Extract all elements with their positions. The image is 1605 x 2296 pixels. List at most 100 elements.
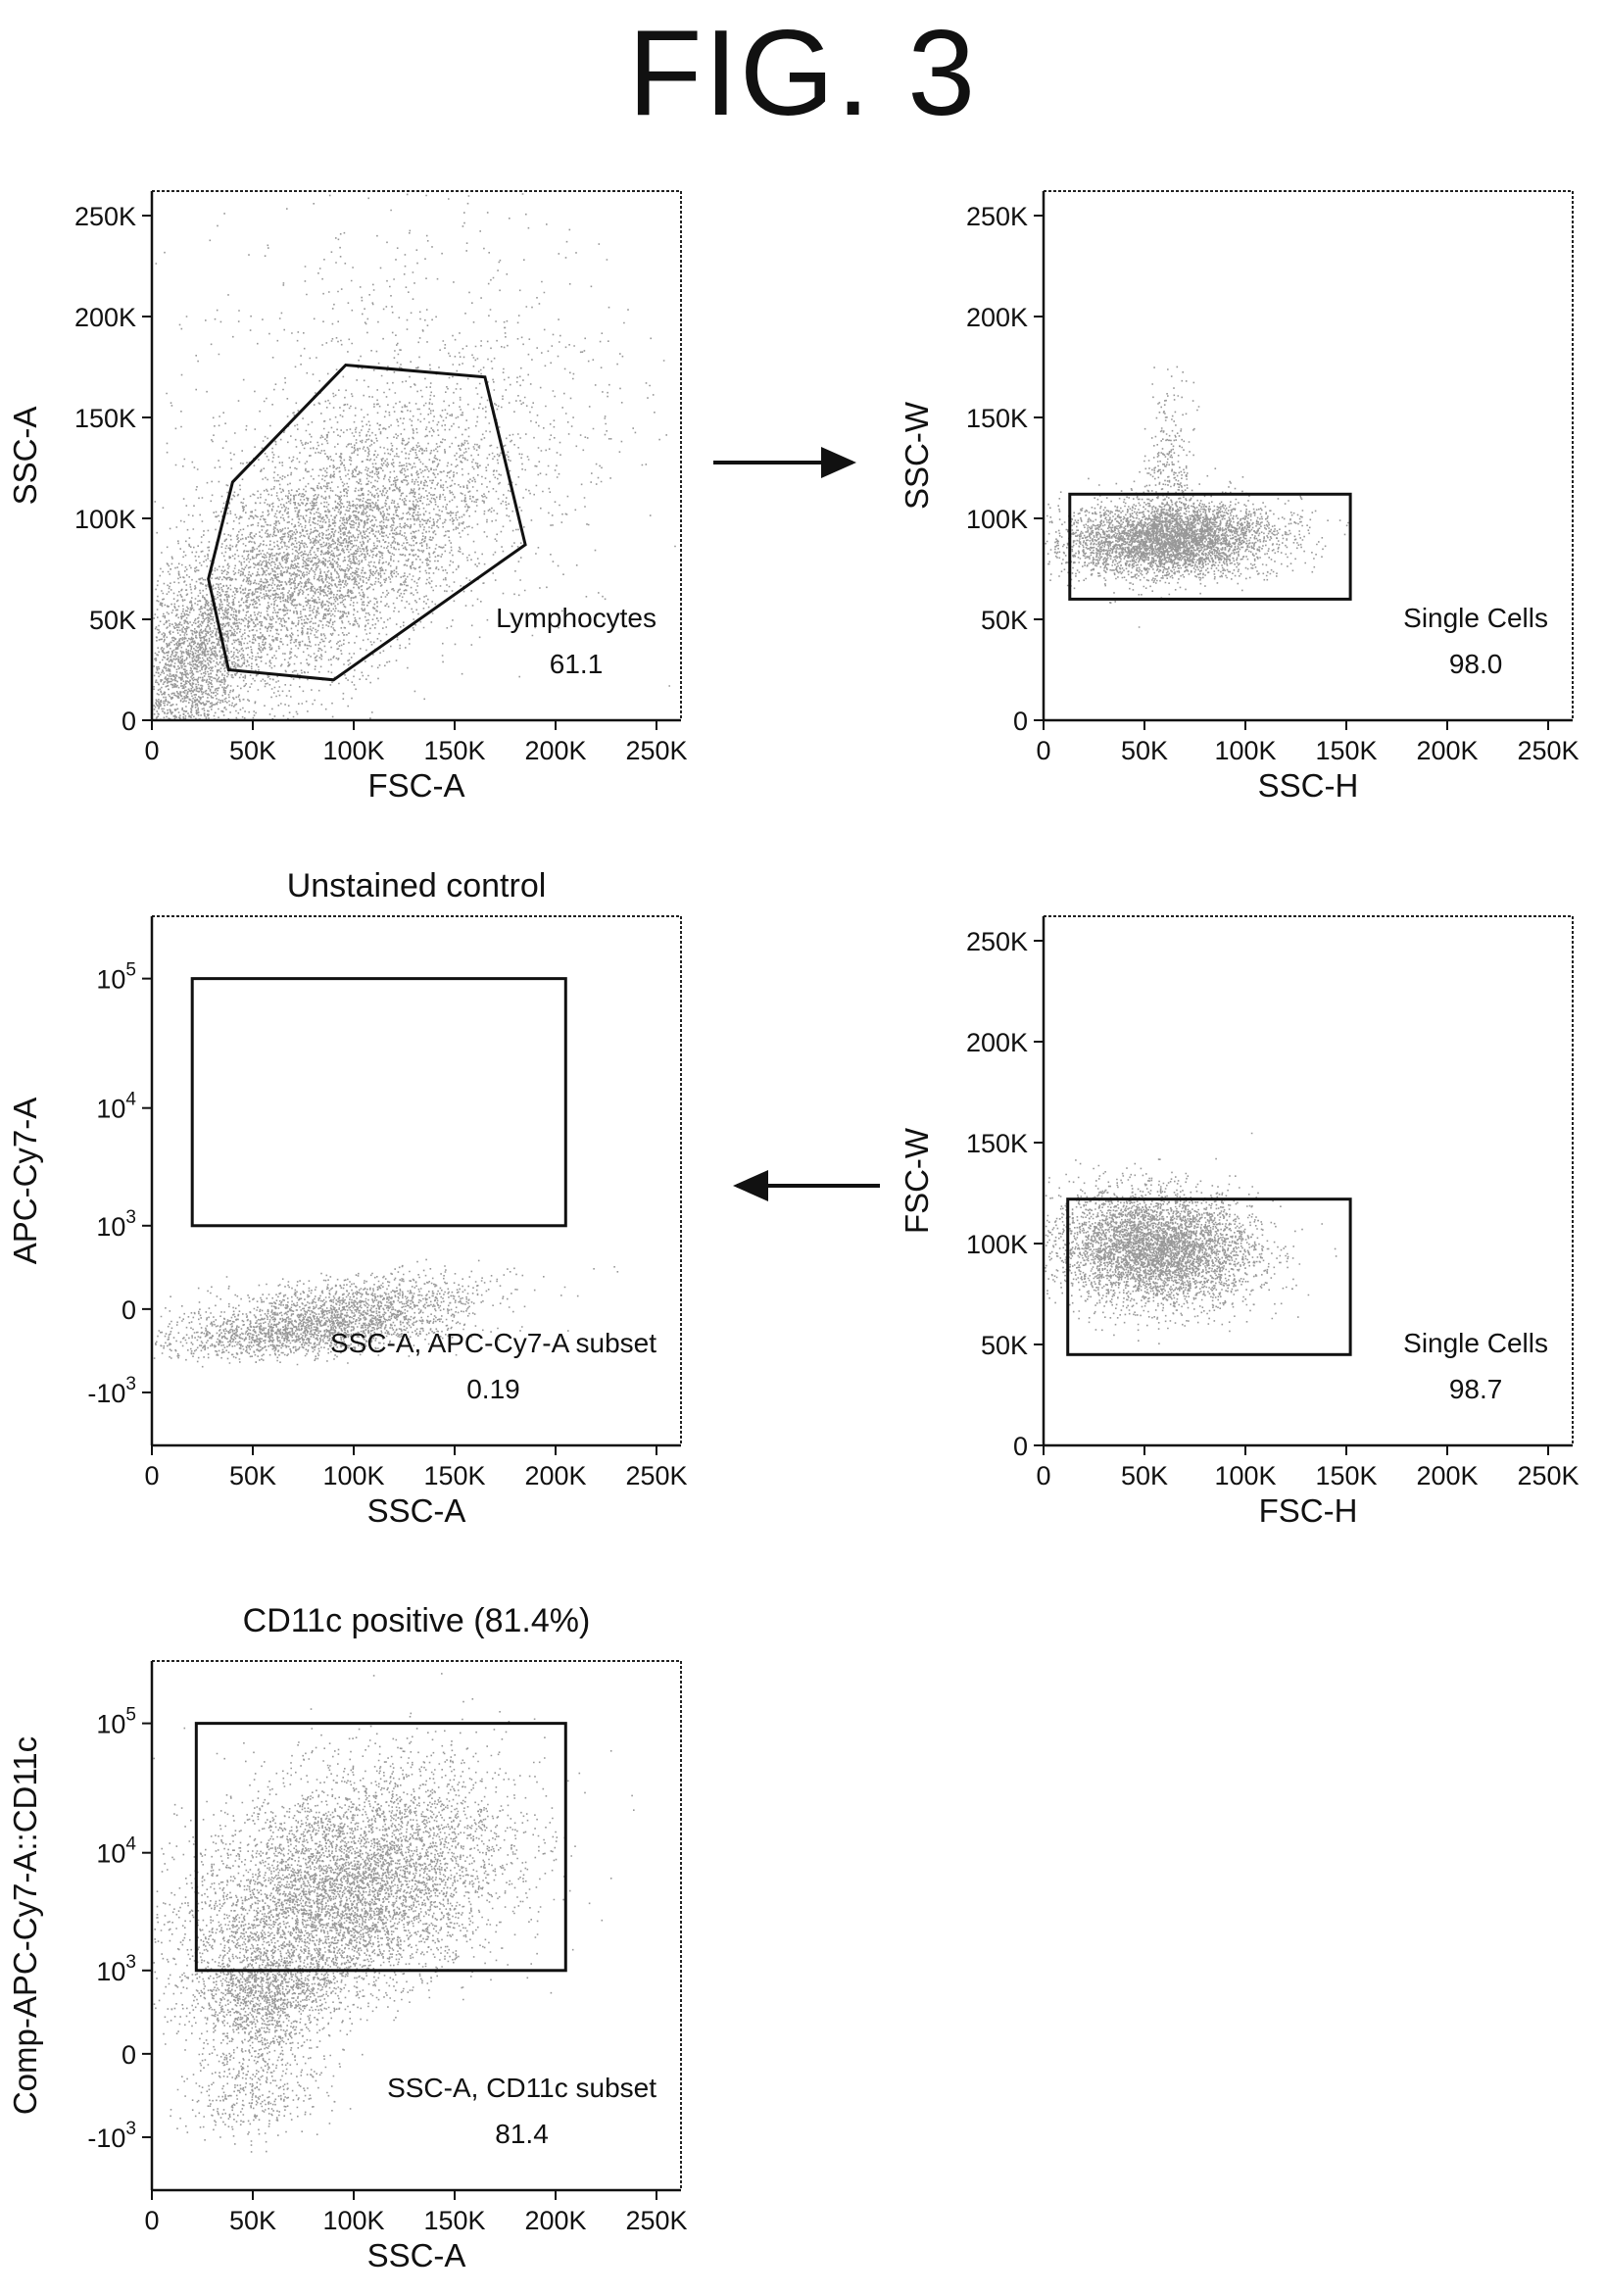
data-points bbox=[153, 193, 676, 721]
x-tick-label: 100K bbox=[322, 2206, 384, 2235]
plot-frame bbox=[151, 1660, 682, 2191]
x-tick-label: 50K bbox=[229, 2206, 276, 2235]
x-tick-label: 100K bbox=[1214, 736, 1276, 765]
x-tick-label: 200K bbox=[524, 736, 586, 765]
y-tick-label: 105 bbox=[96, 1705, 136, 1739]
scatter-plot-fsc-ssc: 0 50K 100K 150K 200K 250K 0 50K 100K 150K 200K 250K… bbox=[7, 190, 688, 804]
gate-name: SSC-A, CD11c subset bbox=[387, 2073, 657, 2103]
y-tick-label: 100K bbox=[966, 505, 1028, 534]
x-tick-label: 0 bbox=[1036, 1461, 1050, 1490]
x-tick-label: 0 bbox=[144, 736, 159, 765]
x-tick-label: 100K bbox=[1214, 1461, 1276, 1490]
x-tick-label: 150K bbox=[423, 1461, 485, 1490]
panel-single-cells-fsc: 0 50K 100K 150K 200K 250K 0 50K 100K 150K 200K 250K… bbox=[887, 897, 1592, 1553]
y-tick-label: 0 bbox=[122, 1295, 136, 1325]
gate-rectangle[interactable] bbox=[194, 1722, 567, 1973]
x-axis-label: SSC-A bbox=[367, 2237, 466, 2273]
gate-rectangle[interactable] bbox=[1068, 492, 1352, 601]
x-tick-label: 0 bbox=[144, 2206, 159, 2235]
y-tick-label: 250K bbox=[966, 927, 1028, 956]
scatter-plot-ssch-sscw: 0 50K 100K 150K 200K 250K 0 50K 100K 150K 200K 250K… bbox=[899, 190, 1580, 804]
gate-percentage: 98.7 bbox=[1449, 1374, 1503, 1404]
panel-lymphocytes: 0 50K 100K 150K 200K 250K 0 50K 100K 150K 200K 250K… bbox=[0, 171, 705, 828]
event-dots bbox=[153, 1673, 635, 2153]
plot-frame bbox=[151, 915, 682, 1446]
y-tick-label: 104 bbox=[96, 1090, 136, 1124]
y-axis-label: SSC-W bbox=[899, 401, 935, 510]
x-tick-label: 200K bbox=[524, 1461, 586, 1490]
event-dots bbox=[1045, 1132, 1338, 1344]
data-points bbox=[1045, 366, 1349, 628]
y-axis-label: Comp-APC-Cy7-A::CD11c bbox=[7, 1736, 43, 2115]
y-tick-label: 103 bbox=[96, 1952, 136, 1986]
y-tick-label: 105 bbox=[96, 960, 136, 995]
y-tick-label: 0 bbox=[122, 707, 136, 736]
x-tick-label: 150K bbox=[1315, 736, 1377, 765]
gate-name: Lymphocytes bbox=[496, 603, 657, 633]
panel-cd11c-positive: CD11c positive (81.4%) 0 50K 100K 150K 200K 25… bbox=[0, 1588, 705, 2293]
plot-title: CD11c positive (81.4%) bbox=[243, 1602, 591, 1639]
y-tick-label: 250K bbox=[74, 202, 136, 231]
gate-polygon[interactable] bbox=[207, 363, 527, 682]
x-tick-label: 50K bbox=[1121, 736, 1168, 765]
x-tick-label: 200K bbox=[524, 2206, 586, 2235]
data-points bbox=[1045, 1132, 1338, 1344]
x-tick-label: 250K bbox=[625, 2206, 687, 2235]
panel-unstained-control: Unstained control 0 50K 100K 150K 200K 250K -10… bbox=[0, 862, 705, 1548]
y-tick-label: 50K bbox=[89, 606, 136, 635]
y-tick-label: 100K bbox=[74, 505, 136, 534]
x-tick-label: 250K bbox=[625, 1461, 687, 1490]
gate-rectangle[interactable] bbox=[190, 977, 567, 1228]
data-points bbox=[153, 1258, 619, 1368]
y-tick-label: 50K bbox=[981, 1331, 1028, 1360]
x-tick-label: 250K bbox=[625, 736, 687, 765]
scatter-plot-fsch-fscw: 0 50K 100K 150K 200K 250K 0 50K 100K 150K 200K 250K… bbox=[899, 915, 1580, 1529]
gate-rectangle[interactable] bbox=[1066, 1197, 1352, 1356]
y-tick-label: 150K bbox=[966, 404, 1028, 433]
x-tick-label: 150K bbox=[423, 2206, 485, 2235]
y-tick-label: 200K bbox=[74, 303, 136, 332]
x-tick-label: 100K bbox=[322, 736, 384, 765]
gate-percentage: 81.4 bbox=[495, 2119, 549, 2149]
x-tick-label: 150K bbox=[1315, 1461, 1377, 1490]
event-dots bbox=[1045, 366, 1349, 628]
gate-percentage: 61.1 bbox=[550, 649, 604, 679]
y-tick-label: 200K bbox=[966, 1028, 1028, 1057]
panel-single-cells-ssc: 0 50K 100K 150K 200K 250K 0 50K 100K 150K 200K 250K… bbox=[887, 171, 1592, 828]
x-tick-label: 0 bbox=[1036, 736, 1050, 765]
scatter-plot-cd11c: CD11c positive (81.4%) 0 50K 100K 150K 200K 25… bbox=[7, 1602, 688, 2273]
event-dots bbox=[153, 1258, 619, 1368]
event-dots bbox=[153, 193, 676, 721]
y-axis-label: APC-Cy7-A bbox=[7, 1098, 43, 1265]
y-tick-label: 200K bbox=[966, 303, 1028, 332]
gate-percentage: 98.0 bbox=[1449, 649, 1503, 679]
gate-name: Single Cells bbox=[1403, 1328, 1548, 1358]
x-tick-label: 50K bbox=[229, 1461, 276, 1490]
y-tick-label: 103 bbox=[96, 1207, 136, 1242]
figure-title: FIG. 3 bbox=[627, 6, 978, 141]
x-axis-label: FSC-A bbox=[368, 767, 465, 804]
x-axis-label: SSC-H bbox=[1258, 767, 1359, 804]
plot-frame bbox=[1043, 915, 1574, 1446]
x-axis-label: FSC-H bbox=[1259, 1492, 1358, 1529]
data-points bbox=[153, 1673, 635, 2153]
x-tick-label: 200K bbox=[1416, 736, 1478, 765]
y-tick-label: 150K bbox=[74, 404, 136, 433]
x-tick-label: 0 bbox=[144, 1461, 159, 1490]
plot-title: Unstained control bbox=[287, 867, 547, 904]
x-tick-label: 150K bbox=[423, 736, 485, 765]
y-tick-label: 104 bbox=[96, 1834, 136, 1869]
gate-percentage: 0.19 bbox=[466, 1374, 520, 1404]
y-tick-label: 0 bbox=[1013, 1432, 1028, 1461]
x-axis-label: SSC-A bbox=[367, 1492, 466, 1529]
plot-frame bbox=[1043, 190, 1574, 721]
scatter-plot-unstained: Unstained control 0 50K 100K 150K 200K 250K -10… bbox=[7, 867, 688, 1529]
x-tick-label: 250K bbox=[1517, 736, 1579, 765]
x-tick-label: 100K bbox=[322, 1461, 384, 1490]
y-tick-label: 250K bbox=[966, 202, 1028, 231]
y-axis-label: FSC-W bbox=[899, 1127, 935, 1234]
y-tick-label: 0 bbox=[1013, 707, 1028, 736]
y-axis-label: SSC-A bbox=[7, 407, 43, 506]
gate-name: Single Cells bbox=[1403, 603, 1548, 633]
